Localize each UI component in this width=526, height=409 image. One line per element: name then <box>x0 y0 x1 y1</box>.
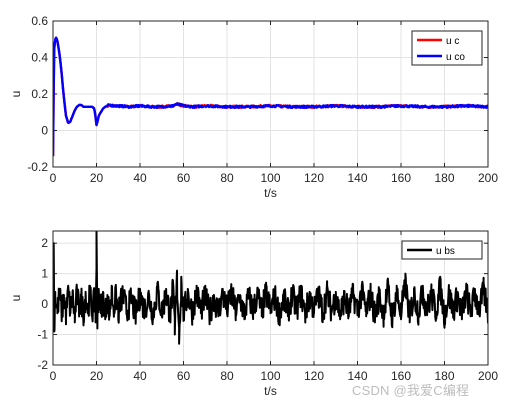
x-tick-label: 80 <box>220 171 234 185</box>
series-line-2 <box>53 36 488 157</box>
series-group <box>53 231 488 345</box>
x-tick-label: 200 <box>478 171 498 185</box>
axes-box <box>52 20 489 168</box>
axes-box <box>52 230 489 366</box>
x-tick-label: 0 <box>50 171 57 185</box>
y-tick-label: 0 <box>41 297 48 311</box>
x-tick-label: 180 <box>434 369 454 383</box>
x-axis-label: t/s <box>264 384 277 398</box>
x-tick-label: 20 <box>90 171 104 185</box>
x-axis-label: t/s <box>264 186 277 200</box>
x-tick-label: 160 <box>391 171 411 185</box>
x-tick-label: 60 <box>177 171 191 185</box>
chart-1: 0 20 40 60 80 100 120 140 160 180 200-0.200.20.40.… <box>9 14 498 200</box>
y-tick-label: 0.6 <box>31 14 48 28</box>
x-tick-label: 40 <box>133 369 147 383</box>
y-tick-label: -2 <box>37 358 48 372</box>
legend-label: u c <box>446 36 459 47</box>
x-tick-label: 140 <box>347 369 367 383</box>
x-tick-label: 160 <box>391 369 411 383</box>
legend-label: u co <box>446 52 465 63</box>
y-axis-label: u <box>9 91 23 98</box>
x-tick-label: 40 <box>133 171 147 185</box>
x-tick-label: 200 <box>478 369 498 383</box>
y-tick-label: -0.2 <box>27 160 48 174</box>
legend-box <box>411 30 483 66</box>
x-tick-label: 100 <box>260 171 280 185</box>
series-line-1 <box>53 231 488 345</box>
x-tick-label: 100 <box>260 369 280 383</box>
x-tick-label: 80 <box>220 369 234 383</box>
legend-label: u bs <box>436 246 455 257</box>
x-tick-label: 180 <box>434 171 454 185</box>
y-tick-label: 0.4 <box>31 51 48 65</box>
legend: u c u co <box>411 30 483 66</box>
chart-2: 0 20 40 60 80 100 120 140 160 180 200 -2 -1 0 1 2 t/s u u … <box>9 230 498 398</box>
legend-box <box>401 240 483 260</box>
legend: u bs <box>401 240 483 260</box>
x-tick-label: 120 <box>304 171 324 185</box>
y-tick-label: -1 <box>37 328 48 342</box>
y-tick-label: 0.2 <box>31 87 48 101</box>
y-tick-label: 1 <box>41 267 48 281</box>
x-tick-label: 0 <box>50 369 57 383</box>
x-tick-label: 20 <box>90 369 104 383</box>
y-axis-label: u <box>9 295 23 302</box>
series-group <box>53 36 488 157</box>
y-tick-label: 2 <box>41 236 48 250</box>
y-tick-label: 0 <box>41 124 48 138</box>
x-tick-label: 60 <box>177 369 191 383</box>
watermark: CSDN @我爱C编程 <box>352 383 470 398</box>
x-tick-label: 120 <box>304 369 324 383</box>
x-tick-label: 140 <box>347 171 367 185</box>
